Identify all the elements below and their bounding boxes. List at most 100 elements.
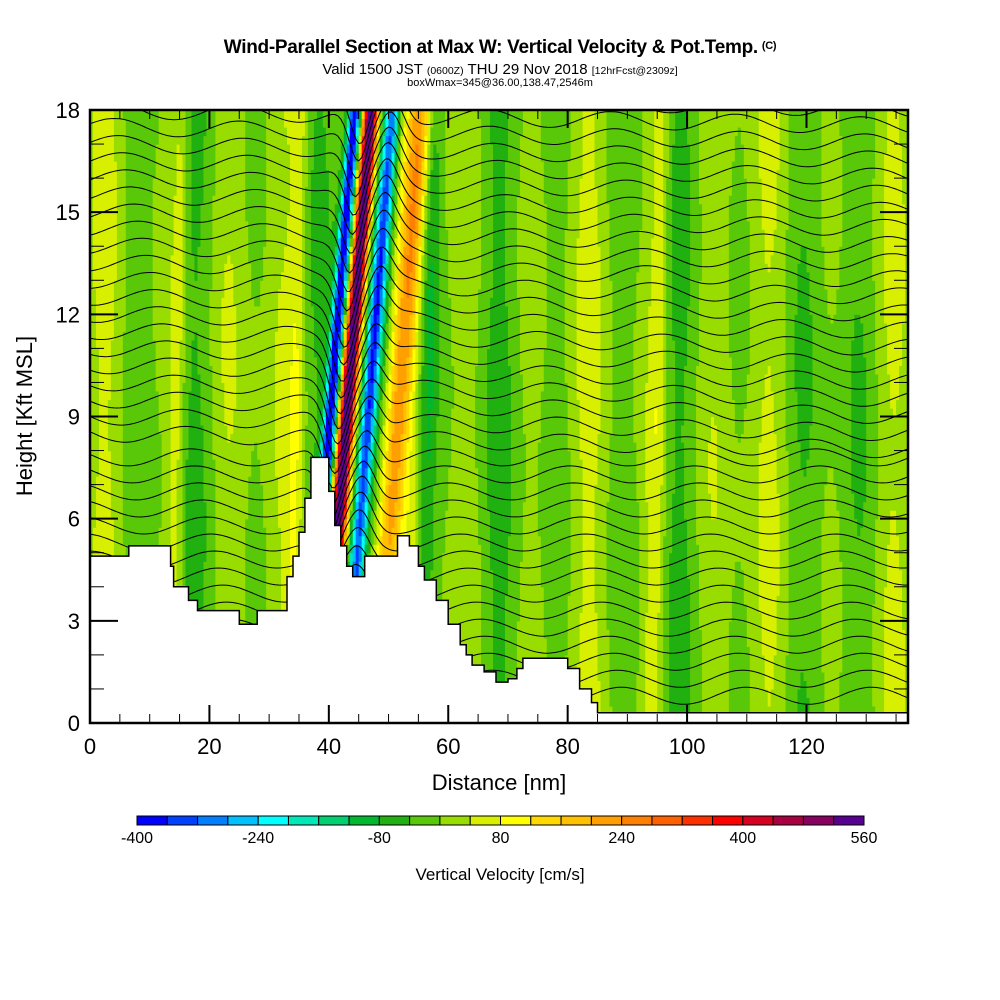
field-cell	[179, 271, 184, 281]
field-cell	[158, 467, 163, 477]
field-cell	[167, 390, 172, 401]
field-cell	[134, 305, 139, 315]
field-cell	[194, 493, 199, 503]
field-cell	[155, 203, 160, 213]
field-cell	[212, 365, 216, 375]
field-cell	[152, 195, 157, 205]
field-cell	[167, 212, 172, 222]
field-cell	[125, 450, 130, 460]
field-cell	[167, 433, 172, 443]
field-cell	[155, 178, 160, 188]
field-cell	[122, 535, 127, 545]
chart-title: Wind-Parallel Section at Max W: Vertical…	[223, 37, 777, 58]
field-cell	[149, 229, 154, 239]
field-cell	[95, 501, 100, 511]
field-cell	[182, 416, 187, 426]
field-cell	[212, 331, 216, 341]
field-cell	[92, 288, 97, 298]
field-cell	[143, 305, 148, 315]
field-cell	[179, 348, 184, 358]
field-cell	[176, 561, 181, 571]
field-cell	[212, 212, 216, 222]
field-cell	[185, 178, 190, 188]
field-cell	[164, 527, 169, 537]
field-cell	[188, 186, 193, 196]
field-cell	[209, 373, 214, 384]
field-cell	[206, 229, 211, 239]
field-cell	[92, 501, 97, 511]
field-cell	[92, 322, 97, 332]
field-cell	[194, 331, 199, 341]
field-cell	[128, 450, 133, 460]
field-cell	[200, 178, 205, 188]
field-cell	[209, 425, 214, 435]
field-cell	[212, 356, 216, 367]
field-cell	[140, 450, 145, 460]
field-cell	[90, 135, 94, 145]
field-cell	[218, 518, 222, 528]
field-cell	[143, 127, 148, 137]
field-cell	[218, 578, 222, 588]
field-cell	[158, 280, 163, 290]
field-cell	[110, 493, 115, 503]
field-cell	[212, 220, 216, 230]
field-cell	[122, 322, 127, 332]
field-cell	[218, 348, 222, 358]
field-cell	[221, 246, 225, 256]
field-cell	[158, 203, 163, 213]
field-cell	[194, 186, 199, 196]
field-cell	[215, 339, 219, 349]
field-cell	[179, 195, 184, 205]
field-cell	[188, 169, 193, 179]
field-cell	[197, 305, 202, 315]
field-cell	[161, 263, 166, 273]
field-cell	[92, 518, 97, 528]
field-cell	[188, 288, 193, 298]
field-cell	[212, 450, 216, 460]
field-cell	[143, 510, 148, 520]
field-cell	[161, 271, 166, 281]
field-cell	[113, 288, 118, 298]
field-cell	[212, 467, 216, 477]
field-cell	[137, 442, 142, 452]
field-cell	[212, 186, 216, 196]
field-cell	[221, 271, 225, 281]
field-cell	[212, 399, 216, 409]
field-cell	[143, 178, 148, 188]
field-cell	[128, 399, 133, 409]
field-cell	[212, 237, 216, 247]
field-cell	[149, 322, 154, 332]
field-cell	[182, 544, 187, 554]
field-cell	[98, 535, 103, 545]
field-cell	[197, 356, 202, 367]
field-cell	[107, 390, 112, 401]
field-cell	[143, 365, 148, 375]
field-cell	[197, 416, 202, 426]
field-cell	[212, 339, 216, 349]
field-cell	[221, 595, 225, 605]
field-cell	[173, 169, 178, 179]
field-cell	[161, 416, 166, 426]
field-cell	[104, 331, 109, 341]
field-cell	[200, 459, 205, 469]
field-cell	[206, 135, 211, 145]
field-cell	[110, 467, 115, 477]
field-cell	[167, 237, 172, 247]
field-cell	[176, 399, 181, 409]
field-cell	[194, 501, 199, 511]
field-cell	[155, 484, 160, 494]
field-cell	[140, 314, 145, 324]
field-cell	[185, 280, 190, 290]
field-cell	[176, 425, 181, 435]
field-cell	[188, 561, 193, 571]
field-cell	[191, 518, 196, 528]
field-cell	[209, 518, 214, 528]
field-cell	[152, 331, 157, 341]
field-cell	[212, 407, 216, 418]
field-cell	[173, 484, 178, 494]
field-cell	[152, 169, 157, 179]
field-cell	[182, 288, 187, 298]
field-cell	[134, 373, 139, 384]
field-cell	[206, 433, 211, 443]
field-cell	[191, 442, 196, 452]
